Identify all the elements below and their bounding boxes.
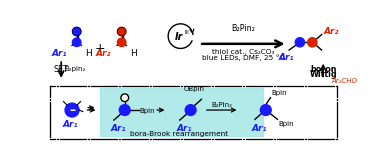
Text: SET: SET [53, 65, 68, 74]
Bar [100, 88, 263, 136]
Text: Ar₂: Ar₂ [324, 27, 339, 36]
Text: Ar₂CHO: Ar₂CHO [332, 78, 358, 84]
Text: Ar₁: Ar₁ [51, 49, 67, 58]
Text: blue LEDs, DMF, 25 °C: blue LEDs, DMF, 25 °C [202, 54, 285, 61]
Text: –: – [69, 104, 75, 117]
Circle shape [295, 38, 305, 47]
Circle shape [118, 27, 126, 36]
Text: bora-Brook rearrangement: bora-Brook rearrangement [130, 131, 228, 137]
Text: B₂Pin₂: B₂Pin₂ [211, 102, 232, 108]
Text: III: III [184, 30, 189, 35]
Text: Ar₂: Ar₂ [96, 49, 112, 58]
Text: Ar₁: Ar₁ [63, 120, 78, 129]
Text: H: H [130, 49, 137, 58]
Circle shape [119, 105, 130, 116]
Text: Bpin: Bpin [278, 121, 294, 127]
Circle shape [260, 105, 271, 116]
Text: B₂pin₂: B₂pin₂ [64, 66, 86, 72]
Text: OBpin: OBpin [183, 86, 204, 92]
Text: Ar₁: Ar₁ [279, 53, 294, 62]
Circle shape [121, 94, 129, 102]
Text: H: H [85, 49, 92, 58]
Circle shape [118, 38, 126, 47]
Circle shape [185, 105, 196, 116]
Text: Ar₁: Ar₁ [111, 124, 126, 133]
Text: Ar₁: Ar₁ [177, 124, 192, 133]
Text: Bpin: Bpin [139, 108, 155, 114]
Text: thiol cat., Cs₂CO₃: thiol cat., Cs₂CO₃ [212, 48, 274, 55]
Circle shape [308, 38, 317, 47]
Circle shape [73, 27, 81, 36]
Text: B₂Pin₂: B₂Pin₂ [231, 24, 255, 33]
Text: Bpin: Bpin [271, 90, 287, 96]
Text: Wittig: Wittig [309, 70, 337, 79]
Text: Ir: Ir [175, 32, 183, 42]
Text: boron: boron [310, 65, 336, 74]
Text: Ar₁: Ar₁ [252, 124, 267, 133]
Text: +: + [94, 42, 105, 55]
Circle shape [73, 38, 81, 47]
Circle shape [65, 103, 79, 117]
